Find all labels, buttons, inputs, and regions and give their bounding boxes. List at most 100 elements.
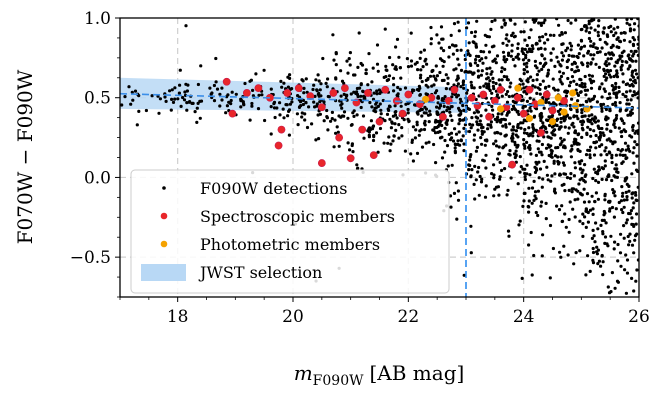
detection-point [583,114,587,118]
detection-point [623,268,627,272]
detection-point [486,127,490,131]
detection-point [592,234,596,238]
detection-point [571,187,576,191]
detection-point [603,235,608,239]
detection-point [272,100,277,104]
detection-point [628,232,632,236]
detection-point [472,182,476,186]
detection-point [463,57,467,62]
detection-point [494,61,498,65]
detection-point [387,135,391,139]
detection-point [618,251,623,255]
detection-point [193,110,197,114]
detection-point [459,48,463,52]
detection-point [356,65,360,69]
detection-point [619,199,624,203]
detection-point [469,251,473,255]
detection-point [379,112,383,116]
detection-point [603,211,607,215]
detection-point [568,176,573,180]
detection-point [454,181,458,185]
detection-point [584,153,589,157]
detection-point [303,118,307,122]
detection-point [550,131,554,135]
detection-point [605,153,609,157]
detection-point [500,78,504,82]
detection-point [510,49,514,53]
detection-point [326,128,330,132]
detection-point [587,73,592,77]
detection-point [619,68,623,72]
detection-point [468,70,472,74]
spectroscopic-point [364,89,372,97]
detection-point [616,242,620,247]
detection-point [397,136,401,140]
detection-point [181,95,185,100]
detection-point [500,25,504,29]
detection-point [220,86,224,90]
detection-point [629,209,634,213]
detection-point [578,84,582,88]
detection-point [367,52,371,56]
detection-point [290,100,294,104]
detection-point [544,100,548,104]
detection-point [603,194,607,198]
detection-point [618,101,622,105]
detection-point [511,136,515,140]
detection-point [493,187,497,191]
detection-point [576,55,580,60]
detection-point [400,126,404,130]
spectroscopic-point [404,90,413,99]
detection-point [626,144,630,148]
detection-point [457,29,461,33]
detection-point [567,188,571,192]
detection-point [466,21,471,25]
detection-point [536,47,541,51]
detection-point [478,122,482,127]
detection-point [539,118,543,123]
detection-point [609,30,613,34]
detection-point [394,110,398,114]
detection-point [614,31,618,35]
detection-point [455,95,459,99]
detection-point [588,127,592,132]
detection-point [553,64,557,68]
detection-point [538,39,542,43]
detection-point [321,56,325,61]
detection-point [436,130,440,134]
detection-point [628,40,632,44]
detection-point [634,212,639,216]
detection-point [440,37,444,41]
detection-point [611,88,615,92]
detection-point [427,140,431,144]
detection-point [572,174,577,178]
detection-point [630,135,634,139]
detection-point [583,215,587,219]
detection-point [586,254,590,258]
spectroscopic-point [381,85,390,94]
detection-point [456,198,461,202]
detection-point [208,86,212,90]
detection-point [601,30,605,34]
detection-point [586,220,591,224]
detection-point [632,28,636,32]
detection-point [596,227,600,231]
detection-point [517,57,521,61]
photometric-point [514,84,522,92]
photometric-layer [422,84,591,126]
detection-point [556,109,561,113]
detection-point [611,102,615,106]
detection-point [604,221,608,225]
detection-point [522,30,526,34]
detection-point [378,126,383,131]
detection-point [171,100,176,104]
detection-point [479,180,484,184]
detection-point [492,173,496,177]
detection-point [444,87,448,91]
detection-point [622,224,626,228]
detection-point [490,91,494,95]
detection-point [351,150,355,154]
detection-point [507,51,511,55]
legend-marker-selection [141,264,186,281]
detection-point [578,249,582,253]
